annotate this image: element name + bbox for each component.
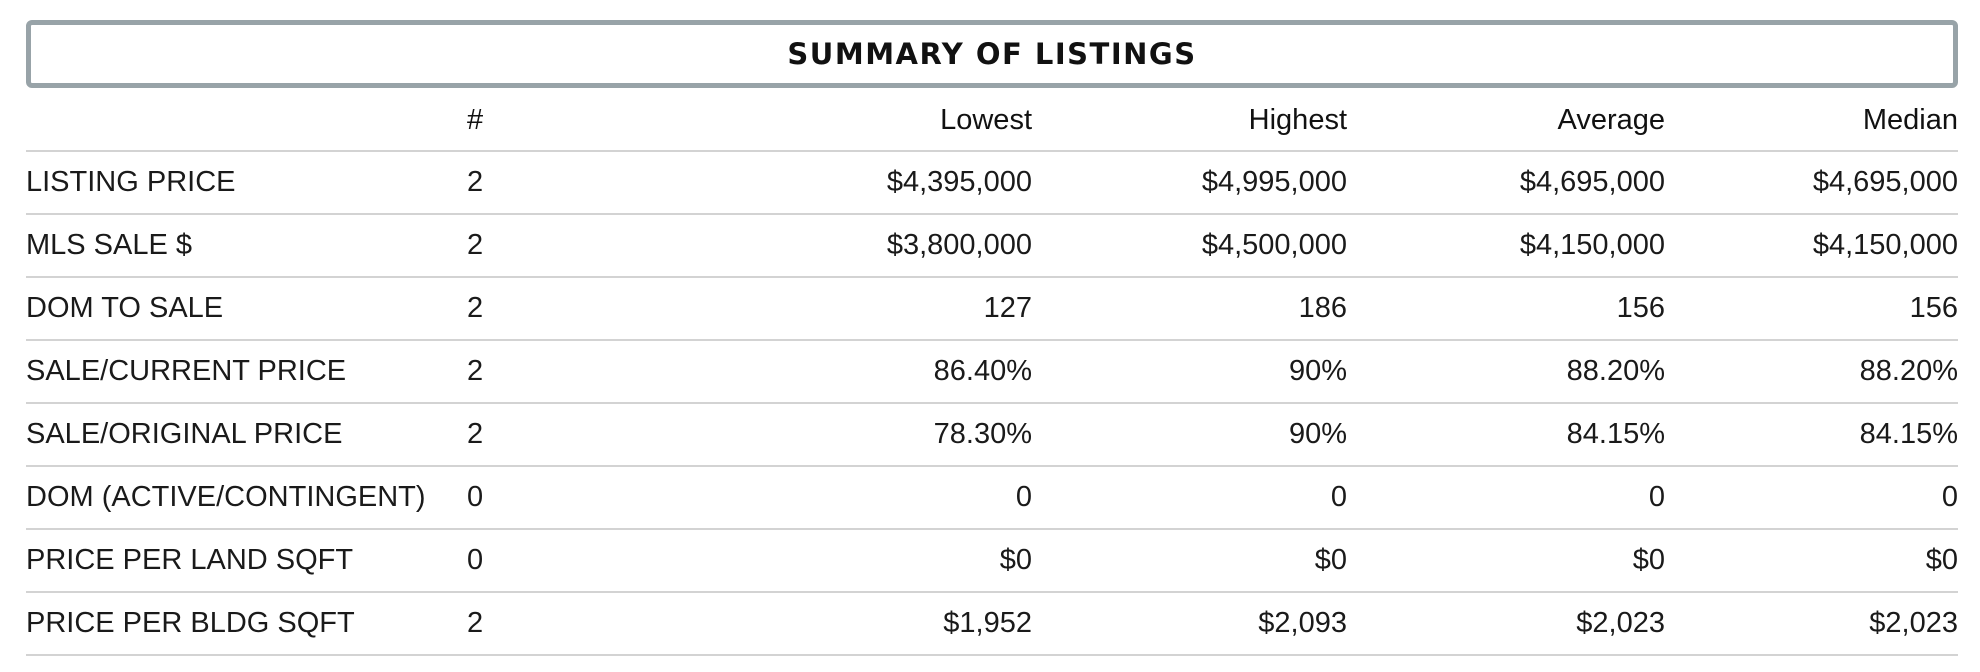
row-median: $0 xyxy=(1665,529,1958,593)
row-highest: $0 xyxy=(1032,529,1347,593)
row-highest: 0 xyxy=(1032,466,1347,530)
row-average: 0 xyxy=(1347,466,1665,530)
row-median: $4,695,000 xyxy=(1665,151,1958,215)
row-count: 2 xyxy=(467,340,567,404)
header-lowest: Lowest xyxy=(567,90,1032,152)
row-average: 156 xyxy=(1347,277,1665,341)
row-lowest: 127 xyxy=(567,277,1032,341)
row-median: 0 xyxy=(1665,466,1958,530)
row-label: MLS SALE $ xyxy=(26,214,467,278)
header-label xyxy=(26,90,467,152)
row-count: 2 xyxy=(467,151,567,215)
row-label: PRICE PER LAND SQFT xyxy=(26,529,467,593)
row-average: $4,695,000 xyxy=(1347,151,1665,215)
row-highest: 186 xyxy=(1032,277,1347,341)
row-lowest: 0 xyxy=(567,466,1032,530)
summary-of-listings: SUMMARY OF LISTINGS # Lowest Highest Ave… xyxy=(26,20,1958,656)
table-row: MLS SALE $ 2 $3,800,000 $4,500,000 $4,15… xyxy=(26,214,1958,278)
header-row: # Lowest Highest Average Median xyxy=(26,90,1958,152)
row-average: $0 xyxy=(1347,529,1665,593)
row-label: DOM TO SALE xyxy=(26,277,467,341)
row-median: $4,150,000 xyxy=(1665,214,1958,278)
row-label: LISTING PRICE xyxy=(26,151,467,215)
row-label: PRICE PER BLDG SQFT xyxy=(26,592,467,656)
table-row: DOM TO SALE 2 127 186 156 156 xyxy=(26,277,1958,341)
row-highest: $4,500,000 xyxy=(1032,214,1347,278)
summary-table: # Lowest Highest Average Median LISTING … xyxy=(26,90,1958,656)
row-average: $2,023 xyxy=(1347,592,1665,656)
row-average: $4,150,000 xyxy=(1347,214,1665,278)
row-count: 0 xyxy=(467,466,567,530)
row-average: 84.15% xyxy=(1347,403,1665,467)
row-count: 2 xyxy=(467,214,567,278)
summary-title: SUMMARY OF LISTINGS xyxy=(787,37,1197,71)
row-lowest: $4,395,000 xyxy=(567,151,1032,215)
header-average: Average xyxy=(1347,90,1665,152)
row-count: 2 xyxy=(467,403,567,467)
row-label: DOM (ACTIVE/CONTINGENT) xyxy=(26,466,467,530)
summary-title-box: SUMMARY OF LISTINGS xyxy=(26,20,1958,88)
row-lowest: $0 xyxy=(567,529,1032,593)
row-lowest: 78.30% xyxy=(567,403,1032,467)
row-highest: 90% xyxy=(1032,403,1347,467)
row-median: 156 xyxy=(1665,277,1958,341)
header-median: Median xyxy=(1665,90,1958,152)
row-highest: $2,093 xyxy=(1032,592,1347,656)
row-lowest: 86.40% xyxy=(567,340,1032,404)
row-count: 2 xyxy=(467,592,567,656)
row-median: 88.20% xyxy=(1665,340,1958,404)
table-row: SALE/CURRENT PRICE 2 86.40% 90% 88.20% 8… xyxy=(26,340,1958,404)
table-row: PRICE PER LAND SQFT 0 $0 $0 $0 $0 xyxy=(26,529,1958,593)
row-median: $2,023 xyxy=(1665,592,1958,656)
row-label: SALE/ORIGINAL PRICE xyxy=(26,403,467,467)
row-highest: 90% xyxy=(1032,340,1347,404)
table-row: DOM (ACTIVE/CONTINGENT) 0 0 0 0 0 xyxy=(26,466,1958,530)
row-count: 2 xyxy=(467,277,567,341)
row-average: 88.20% xyxy=(1347,340,1665,404)
row-count: 0 xyxy=(467,529,567,593)
table-row: SALE/ORIGINAL PRICE 2 78.30% 90% 84.15% … xyxy=(26,403,1958,467)
row-highest: $4,995,000 xyxy=(1032,151,1347,215)
row-lowest: $1,952 xyxy=(567,592,1032,656)
header-highest: Highest xyxy=(1032,90,1347,152)
row-lowest: $3,800,000 xyxy=(567,214,1032,278)
row-label: SALE/CURRENT PRICE xyxy=(26,340,467,404)
row-median: 84.15% xyxy=(1665,403,1958,467)
table-row: LISTING PRICE 2 $4,395,000 $4,995,000 $4… xyxy=(26,151,1958,215)
header-count: # xyxy=(467,90,567,152)
table-row: PRICE PER BLDG SQFT 2 $1,952 $2,093 $2,0… xyxy=(26,592,1958,656)
